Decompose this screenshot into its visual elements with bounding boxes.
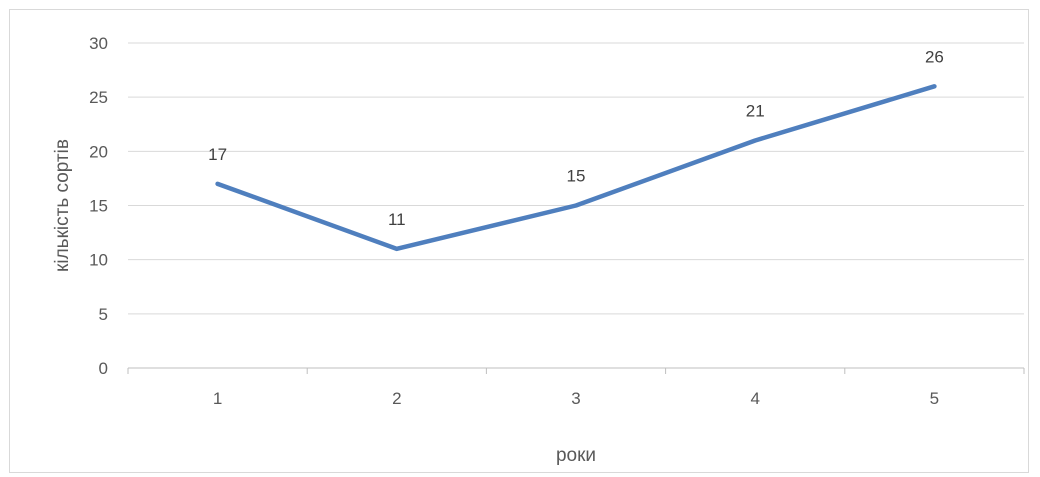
data-labels: 17 11 15 21 26	[208, 47, 944, 229]
data-label: 26	[925, 47, 944, 66]
y-tick-label: 30	[89, 34, 108, 53]
x-axis	[127, 367, 1025, 374]
x-axis-title: роки	[556, 445, 596, 466]
x-axis-ticks: 1 2 3 4 5	[213, 389, 939, 408]
data-point	[753, 138, 758, 143]
x-tick-label: 2	[392, 389, 401, 408]
series	[215, 84, 937, 252]
data-point	[394, 246, 399, 251]
y-tick-label: 25	[89, 88, 108, 107]
y-axis-ticks: 0 5 10 15 20 25 30	[89, 34, 108, 378]
y-tick-label: 10	[89, 251, 108, 270]
y-tick-label: 15	[89, 197, 108, 216]
data-label: 11	[388, 210, 406, 229]
data-point	[932, 84, 937, 89]
x-tick-label: 5	[930, 389, 939, 408]
data-point	[574, 203, 578, 208]
y-tick-label: 0	[99, 359, 108, 378]
y-axis-title: кількість сортів	[52, 139, 73, 272]
y-tick-label: 5	[99, 305, 108, 324]
x-tick-label: 4	[750, 389, 759, 408]
data-label: 17	[208, 145, 227, 164]
x-tick-label: 3	[571, 389, 580, 408]
data-label: 21	[746, 102, 765, 121]
x-tick-label: 1	[213, 389, 222, 408]
data-point	[215, 181, 220, 186]
y-tick-label: 20	[89, 142, 108, 161]
chart-frame	[9, 9, 1029, 473]
data-label: 15	[567, 167, 586, 186]
